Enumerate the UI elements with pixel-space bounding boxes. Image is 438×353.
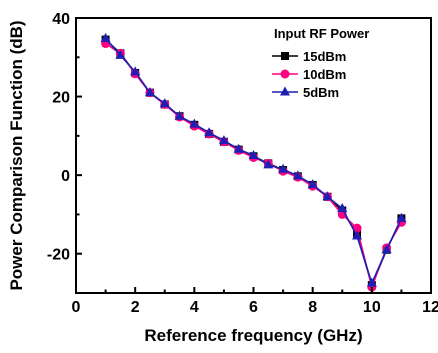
data-point	[352, 230, 363, 240]
data-point	[307, 179, 318, 189]
legend-label: 5dBm	[303, 85, 339, 100]
data-point	[292, 170, 303, 180]
y-tick-label: 20	[52, 90, 70, 107]
axis-ticks: 0 2 4 6 8 10 12 -20 0 20 40	[47, 11, 438, 316]
data-point	[204, 127, 215, 137]
legend-marker	[280, 86, 290, 96]
x-axis-title: Reference frequency (GHz)	[144, 326, 362, 345]
data-point	[159, 98, 170, 108]
data-point	[189, 118, 200, 128]
y-tick-label: -20	[47, 247, 70, 264]
data-point	[218, 135, 229, 145]
x-tick-label: 8	[308, 299, 317, 316]
legend-item: 5dBm	[272, 85, 339, 100]
data-point	[144, 87, 155, 97]
legend-item: 15dBm	[272, 49, 346, 64]
data-point	[337, 203, 348, 213]
series-5dBm	[100, 32, 407, 287]
legend-marker	[281, 52, 289, 60]
data-point	[100, 32, 111, 42]
legend-label: 15dBm	[303, 49, 346, 64]
data-point	[278, 163, 289, 173]
legend-title: Input RF Power	[274, 26, 369, 41]
series-10dBm	[101, 39, 406, 292]
data-point	[366, 277, 377, 287]
x-tick-label: 10	[363, 299, 381, 316]
x-tick-label: 4	[190, 299, 199, 316]
plot-content	[100, 32, 407, 292]
legend-marker	[280, 69, 290, 79]
legend: Input RF Power 15dBm 10dBm 5dBm	[272, 26, 369, 100]
data-point	[322, 191, 333, 201]
legend-item: 10dBm	[272, 67, 346, 82]
y-axis-title: Power Comparison Function (dB)	[7, 20, 26, 290]
data-point	[233, 143, 244, 153]
data-point	[396, 212, 407, 222]
data-point	[174, 110, 185, 120]
y-tick-label: 40	[52, 11, 70, 28]
data-point	[115, 49, 126, 59]
x-tick-label: 0	[72, 299, 81, 316]
series-line	[105, 39, 403, 288]
y-tick-label: 0	[61, 168, 70, 185]
x-tick-label: 6	[249, 299, 258, 316]
x-tick-label: 2	[131, 299, 140, 316]
data-point	[381, 244, 392, 254]
series-15dBm	[101, 35, 406, 290]
x-tick-label: 12	[422, 299, 438, 316]
series-line	[105, 42, 403, 290]
data-point	[130, 66, 141, 76]
data-point	[248, 150, 259, 159]
legend-label: 10dBm	[303, 67, 346, 82]
data-point	[263, 159, 274, 169]
